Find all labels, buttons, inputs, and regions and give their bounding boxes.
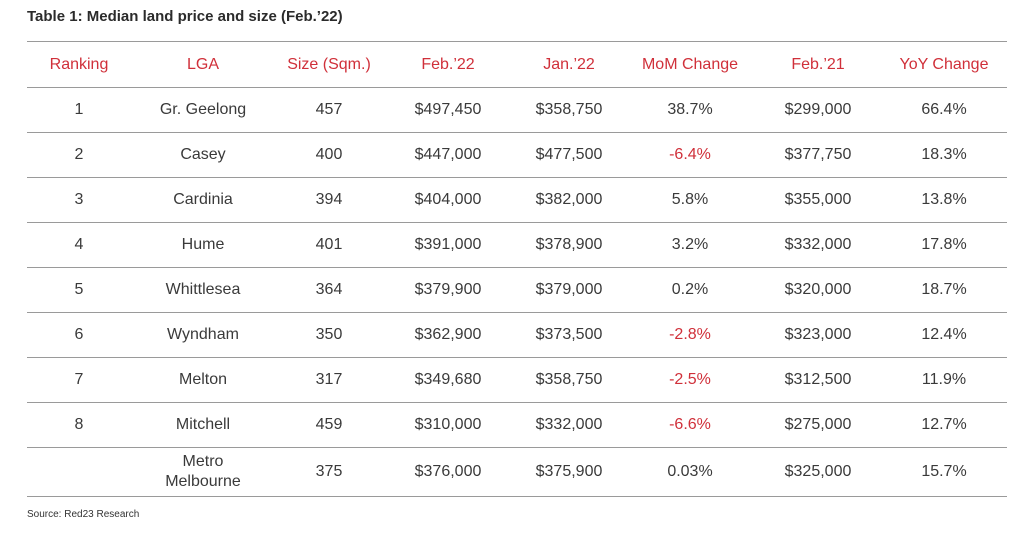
lga-cell: Wyndham xyxy=(131,312,275,358)
yoy-change-cell: 13.8% xyxy=(881,177,1007,223)
size-cell: 394 xyxy=(275,177,383,223)
jan22-cell: $379,000 xyxy=(513,267,625,313)
yoy-change-cell: 12.7% xyxy=(881,402,1007,448)
ranking-cell: 2 xyxy=(27,132,131,178)
lga-cell: Melton xyxy=(131,357,275,403)
ranking-cell: 5 xyxy=(27,267,131,313)
column-header-size: Size (Sqm.) xyxy=(275,41,383,88)
column-header-jan22: Jan.’22 xyxy=(513,41,625,88)
table-row: 7 Melton 317 $349,680 $358,750 -2.5% $312,500 1… xyxy=(27,357,1007,403)
ranking-cell: 8 xyxy=(27,402,131,448)
jan22-cell: $477,500 xyxy=(513,132,625,178)
yoy-change-cell: 18.7% xyxy=(881,267,1007,313)
table-row: 6 Wyndham 350 $362,900 $373,500 -2.8% $323,000… xyxy=(27,312,1007,358)
lga-cell: Casey xyxy=(131,132,275,178)
ranking-cell: 4 xyxy=(27,222,131,268)
lga-cell: Hume xyxy=(131,222,275,268)
mom-change-cell: 38.7% xyxy=(625,87,755,133)
jan22-cell: $373,500 xyxy=(513,312,625,358)
feb22-cell: $376,000 xyxy=(383,447,513,497)
lga-cell: Cardinia xyxy=(131,177,275,223)
size-cell: 457 xyxy=(275,87,383,133)
feb22-cell: $362,900 xyxy=(383,312,513,358)
jan22-cell: $332,000 xyxy=(513,402,625,448)
mom-change-cell: 5.8% xyxy=(625,177,755,223)
size-cell: 401 xyxy=(275,222,383,268)
yoy-change-cell: 11.9% xyxy=(881,357,1007,403)
feb21-cell: $275,000 xyxy=(755,402,881,448)
feb21-cell: $320,000 xyxy=(755,267,881,313)
feb22-cell: $447,000 xyxy=(383,132,513,178)
mom-change-cell: -2.8% xyxy=(625,312,755,358)
source-note: Source: Red23 Research xyxy=(27,509,140,520)
ranking-cell: 6 xyxy=(27,312,131,358)
size-cell: 364 xyxy=(275,267,383,313)
mom-change-cell: -6.6% xyxy=(625,402,755,448)
mom-change-cell: 0.03% xyxy=(625,447,755,497)
feb21-cell: $323,000 xyxy=(755,312,881,358)
table-title: Table 1: Median land price and size (Feb… xyxy=(27,8,343,25)
table-row: Metro Melbourne 375 $376,000 $375,900 0.03% $… xyxy=(27,447,1007,497)
feb22-cell: $497,450 xyxy=(383,87,513,133)
jan22-cell: $382,000 xyxy=(513,177,625,223)
mom-change-cell: 0.2% xyxy=(625,267,755,313)
size-cell: 317 xyxy=(275,357,383,403)
size-cell: 459 xyxy=(275,402,383,448)
header-row: Ranking LGA Size (Sqm.) Feb.’22 Jan.’22 … xyxy=(27,41,1007,88)
lga-cell: Mitchell xyxy=(131,402,275,448)
table-row: 5 Whittlesea 364 $379,900 $379,000 0.2% $320,0… xyxy=(27,267,1007,313)
ranking-cell: 7 xyxy=(27,357,131,403)
table-row: 1 Gr. Geelong 457 $497,450 $358,750 38.7% $299… xyxy=(27,87,1007,133)
column-header-mom-change: MoM Change xyxy=(625,41,755,88)
feb21-cell: $299,000 xyxy=(755,87,881,133)
land-price-table: Ranking LGA Size (Sqm.) Feb.’22 Jan.’22 … xyxy=(27,41,1007,497)
table-row: 8 Mitchell 459 $310,000 $332,000 -6.6% $275,00… xyxy=(27,402,1007,448)
table-row: 4 Hume 401 $391,000 $378,900 3.2% $332,000 17.8… xyxy=(27,222,1007,268)
feb21-cell: $355,000 xyxy=(755,177,881,223)
jan22-cell: $358,750 xyxy=(513,87,625,133)
yoy-change-cell: 17.8% xyxy=(881,222,1007,268)
column-header-feb22: Feb.’22 xyxy=(383,41,513,88)
feb22-cell: $310,000 xyxy=(383,402,513,448)
column-header-ranking: Ranking xyxy=(27,41,131,88)
feb21-cell: $332,000 xyxy=(755,222,881,268)
lga-cell: Whittlesea xyxy=(131,267,275,313)
table-row: 2 Casey 400 $447,000 $477,500 -6.4% $377,750 18… xyxy=(27,132,1007,178)
table-body: 1 Gr. Geelong 457 $497,450 $358,750 38.7% $299… xyxy=(27,87,1007,497)
ranking-cell xyxy=(27,447,131,497)
column-header-lga: LGA xyxy=(131,41,275,88)
jan22-cell: $358,750 xyxy=(513,357,625,403)
feb22-cell: $391,000 xyxy=(383,222,513,268)
feb21-cell: $377,750 xyxy=(755,132,881,178)
lga-cell: Gr. Geelong xyxy=(131,87,275,133)
jan22-cell: $378,900 xyxy=(513,222,625,268)
table-row: 3 Cardinia 394 $404,000 $382,000 5.8% $355,000… xyxy=(27,177,1007,223)
yoy-change-cell: 18.3% xyxy=(881,132,1007,178)
column-header-feb21: Feb.’21 xyxy=(755,41,881,88)
mom-change-cell: -6.4% xyxy=(625,132,755,178)
size-cell: 375 xyxy=(275,447,383,497)
jan22-cell: $375,900 xyxy=(513,447,625,497)
feb22-cell: $349,680 xyxy=(383,357,513,403)
lga-cell: Metro Melbourne xyxy=(131,447,275,497)
size-cell: 400 xyxy=(275,132,383,178)
size-cell: 350 xyxy=(275,312,383,358)
feb21-cell: $312,500 xyxy=(755,357,881,403)
column-header-yoy-change: YoY Change xyxy=(881,41,1007,88)
feb22-cell: $379,900 xyxy=(383,267,513,313)
feb21-cell: $325,000 xyxy=(755,447,881,497)
mom-change-cell: -2.5% xyxy=(625,357,755,403)
mom-change-cell: 3.2% xyxy=(625,222,755,268)
feb22-cell: $404,000 xyxy=(383,177,513,223)
yoy-change-cell: 66.4% xyxy=(881,87,1007,133)
yoy-change-cell: 15.7% xyxy=(881,447,1007,497)
ranking-cell: 1 xyxy=(27,87,131,133)
ranking-cell: 3 xyxy=(27,177,131,223)
yoy-change-cell: 12.4% xyxy=(881,312,1007,358)
